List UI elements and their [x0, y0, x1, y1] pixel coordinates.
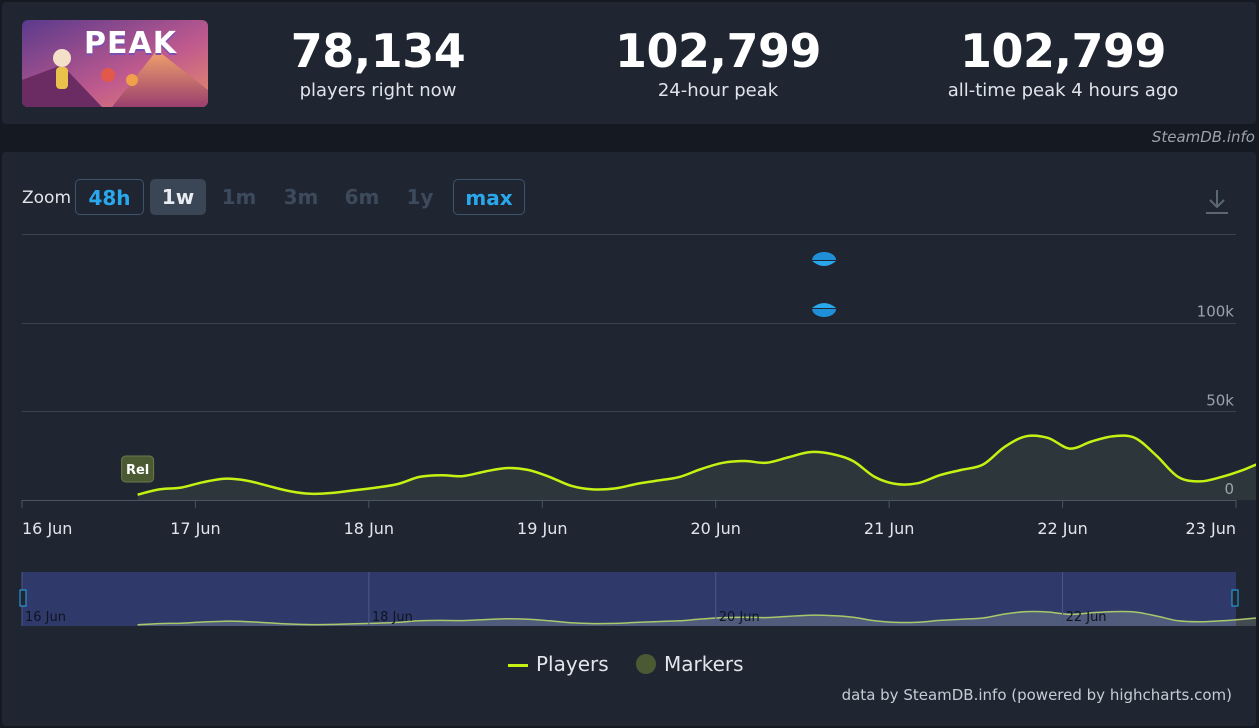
x-tick-label: 20 Jun — [690, 519, 740, 538]
navigator-tick-label: 20 Jun — [719, 610, 760, 625]
players-series-line[interactable] — [137, 317, 1256, 496]
zoom-label: Zoom — [22, 188, 72, 208]
release-marker-label: Rel — [126, 463, 149, 478]
y-tick-label: 50k — [1206, 391, 1234, 409]
stat-24h-value: 102,799 — [614, 24, 822, 78]
navigator-tick-label: 18 Jun — [372, 610, 413, 625]
stat-current-players: 78,134 players right now — [278, 24, 478, 102]
stat-current-label: players right now — [299, 80, 457, 101]
x-tick-label: 21 Jun — [864, 519, 914, 538]
legend-players-label: Players — [536, 652, 609, 676]
download-icon[interactable] — [1204, 188, 1230, 216]
x-tick-label: 16 Jun — [22, 519, 72, 538]
stat-current-value: 78,134 — [290, 24, 466, 78]
navigator-handle-right[interactable] — [1231, 589, 1239, 607]
event-marker-icon[interactable] — [812, 252, 837, 260]
event-marker-icon[interactable] — [812, 309, 837, 317]
legend-players-line-icon — [508, 664, 528, 667]
release-marker[interactable] — [121, 455, 155, 483]
zoom-button-6m[interactable]: 6m — [344, 185, 380, 209]
x-tick-label: 23 Jun — [1186, 519, 1236, 538]
game-logo-art — [22, 20, 208, 107]
zoom-button-48h[interactable]: 48h — [75, 179, 144, 215]
navigator-line — [137, 610, 1256, 626]
stat-all-time-label: all-time peak 4 hours ago — [947, 80, 1179, 101]
stat-all-time-value: 102,799 — [959, 24, 1167, 78]
player-count-chart[interactable]: 0 50k 100k 16 Jun 17 Jun 18 Jun 19 Jun 20 Jun 21… — [2, 152, 1256, 632]
navigator-handle-left[interactable] — [19, 589, 27, 607]
zoom-button-1y[interactable]: 1y — [406, 185, 434, 209]
chart-credits[interactable]: data by SteamDB.info (powered by highcha… — [841, 686, 1232, 704]
stats-panel: PEAK 78,134 players right now 102,799 24… — [2, 2, 1256, 124]
stat-24h-peak: 102,799 24-hour peak — [608, 24, 828, 102]
zoom-button-3m[interactable]: 3m — [283, 185, 319, 209]
game-logo[interactable]: PEAK — [22, 20, 208, 107]
zoom-button-1w[interactable]: 1w — [150, 179, 206, 215]
stat-24h-label: 24-hour peak — [657, 80, 779, 101]
stat-all-time-peak: 102,799 all-time peak 4 hours ago — [928, 24, 1198, 102]
legend-markers-circle-icon — [636, 653, 656, 674]
x-tick-label: 17 Jun — [170, 519, 220, 538]
legend-markers-label: Markers — [664, 652, 744, 676]
steamdb-watermark[interactable]: SteamDB.info — [1151, 128, 1255, 146]
legend-markers[interactable]: Markers — [636, 652, 744, 676]
navigator-tick-label: 16 Jun — [25, 610, 66, 625]
legend-players[interactable]: Players — [508, 652, 609, 676]
game-logo-text: PEAK — [84, 26, 177, 61]
x-tick-label: 18 Jun — [344, 519, 394, 538]
event-marker-icon[interactable] — [812, 261, 837, 266]
players-area-fill — [137, 435, 1256, 500]
zoom-button-max[interactable]: max — [453, 179, 525, 215]
navigator-tick-label: 22 Jun — [1066, 610, 1107, 625]
event-marker-icon[interactable] — [812, 303, 837, 308]
x-tick-label: 22 Jun — [1037, 519, 1087, 538]
zoom-button-1m[interactable]: 1m — [221, 185, 257, 209]
y-tick-label: 100k — [1197, 303, 1235, 321]
x-tick-label: 19 Jun — [517, 519, 567, 538]
navigator-area — [137, 611, 1256, 626]
navigator-range[interactable] — [22, 572, 1236, 626]
y-tick-label: 0 — [1224, 480, 1234, 498]
